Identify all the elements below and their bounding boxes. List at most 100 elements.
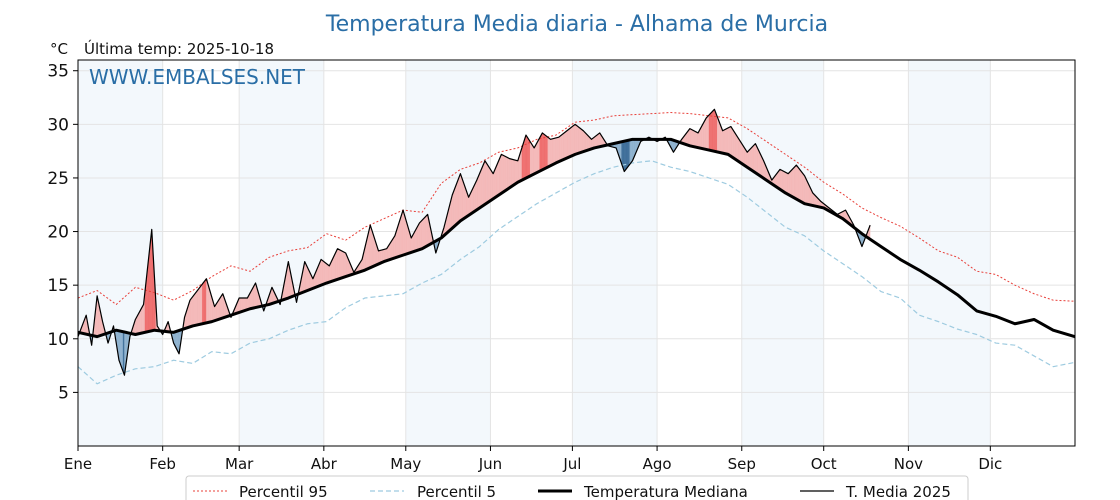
deviation-fill	[550, 138, 553, 166]
deviation-fill	[781, 169, 783, 192]
deviation-fill	[723, 129, 726, 154]
deviation-fill	[725, 128, 727, 155]
deviation-fill	[580, 128, 583, 153]
deviation-fill	[596, 133, 599, 148]
deviation-fill	[241, 297, 244, 312]
deviation-fill	[192, 294, 195, 327]
deviation-fill	[748, 148, 751, 170]
deviation-fill	[139, 309, 141, 334]
deviation-fill	[579, 127, 581, 154]
x-tick-label: Mar	[225, 455, 254, 473]
deviation-fill	[718, 119, 721, 153]
deviation-fill	[693, 130, 696, 148]
month-band	[405, 60, 491, 446]
series-line-percentil-95	[77, 112, 1076, 305]
deviation-fill	[704, 117, 707, 150]
deviation-fill	[796, 164, 798, 201]
deviation-fill	[514, 159, 517, 185]
deviation-fill	[191, 296, 193, 327]
watermark: WWW.EMBALSES.NET	[89, 65, 306, 89]
deviation-fill	[252, 285, 255, 309]
x-tick-label: Jul	[562, 455, 581, 473]
deviation-fill	[536, 140, 539, 173]
deviation-fill	[509, 158, 512, 189]
deviation-fill	[782, 170, 785, 193]
series-line-t-media-2025	[77, 108, 871, 376]
deviation-fill	[239, 297, 241, 313]
deviation-fill	[585, 133, 588, 151]
deviation-fill	[758, 149, 760, 176]
month-bands	[78, 60, 991, 446]
deviation-fill	[401, 210, 404, 256]
deviation-fill	[480, 167, 483, 208]
deviation-fill	[391, 237, 394, 260]
deviation-fill	[788, 171, 790, 196]
deviation-fill	[726, 127, 729, 155]
deviation-fill	[529, 140, 532, 177]
deviation-fill	[486, 162, 488, 204]
legend: Percentil 95 Percentil 5 Temperatura Med…	[185, 475, 969, 500]
deviation-fill	[206, 278, 208, 324]
deviation-fill	[121, 331, 124, 372]
deviation-fill	[695, 131, 697, 148]
month-band	[908, 60, 991, 446]
series-line-temperatura-mediana	[77, 137, 1076, 339]
deviation-fill	[400, 214, 402, 257]
deviation-fill	[340, 249, 342, 279]
deviation-fill	[120, 330, 122, 368]
deviation-fill	[797, 166, 800, 201]
deviation-fill	[326, 263, 329, 284]
series-lines	[77, 108, 1076, 385]
deviation-fill	[452, 191, 454, 229]
deviation-fill	[426, 214, 428, 247]
deviation-fill	[422, 218, 424, 249]
deviation-fill	[547, 136, 550, 168]
deviation-fill	[516, 160, 518, 184]
deviation-fill	[722, 129, 725, 154]
y-tick-label: 5	[58, 383, 69, 403]
deviation-fill	[538, 137, 540, 173]
deviation-fill	[218, 297, 221, 320]
x-tick-label: Sep	[728, 455, 756, 473]
deviation-fill	[491, 170, 494, 200]
y-tick-label: 35	[47, 62, 69, 82]
unit-label: °C	[50, 40, 68, 58]
deviation-fill	[254, 282, 256, 309]
deviation-fill	[478, 173, 480, 210]
deviation-fill	[732, 128, 734, 159]
deviation-fill	[625, 140, 628, 171]
deviation-fill	[789, 170, 792, 197]
deviation-fill	[344, 252, 346, 278]
chart-title: Temperatura Media diaria - Alhama de Mur…	[325, 12, 828, 37]
legend-label-p5: Percentil 5	[417, 483, 496, 500]
month-band	[741, 60, 824, 446]
y-tick-label: 25	[47, 169, 69, 189]
deviation-fill	[523, 139, 525, 180]
deviation-fill	[338, 249, 341, 280]
deviation-fill	[460, 173, 462, 222]
deviation-fill	[510, 158, 513, 188]
y-tick-label: 10	[47, 330, 69, 350]
plot-frame	[77, 59, 1076, 447]
deviation-fill	[498, 157, 501, 196]
deviation-fill	[805, 178, 808, 205]
deviation-fill	[561, 133, 563, 161]
deviation-fill	[688, 128, 691, 146]
last-temp-label: Última temp: 2025-10-18	[84, 39, 274, 58]
deviation-fill	[371, 229, 374, 268]
deviation-fill	[334, 251, 337, 281]
deviation-fill	[341, 250, 344, 279]
deviation-fill	[753, 143, 756, 174]
deviation-fill	[488, 166, 491, 202]
deviation-fill	[323, 261, 326, 285]
deviation-fill	[778, 168, 781, 190]
deviation-fill	[512, 159, 514, 187]
deviation-fill	[534, 145, 536, 175]
legend-box	[185, 475, 969, 500]
deviation-fill	[482, 163, 484, 207]
deviation-fill	[692, 129, 695, 147]
deviation-fill	[198, 287, 200, 325]
deviation-fill	[747, 150, 749, 169]
deviation-fill	[708, 113, 711, 151]
